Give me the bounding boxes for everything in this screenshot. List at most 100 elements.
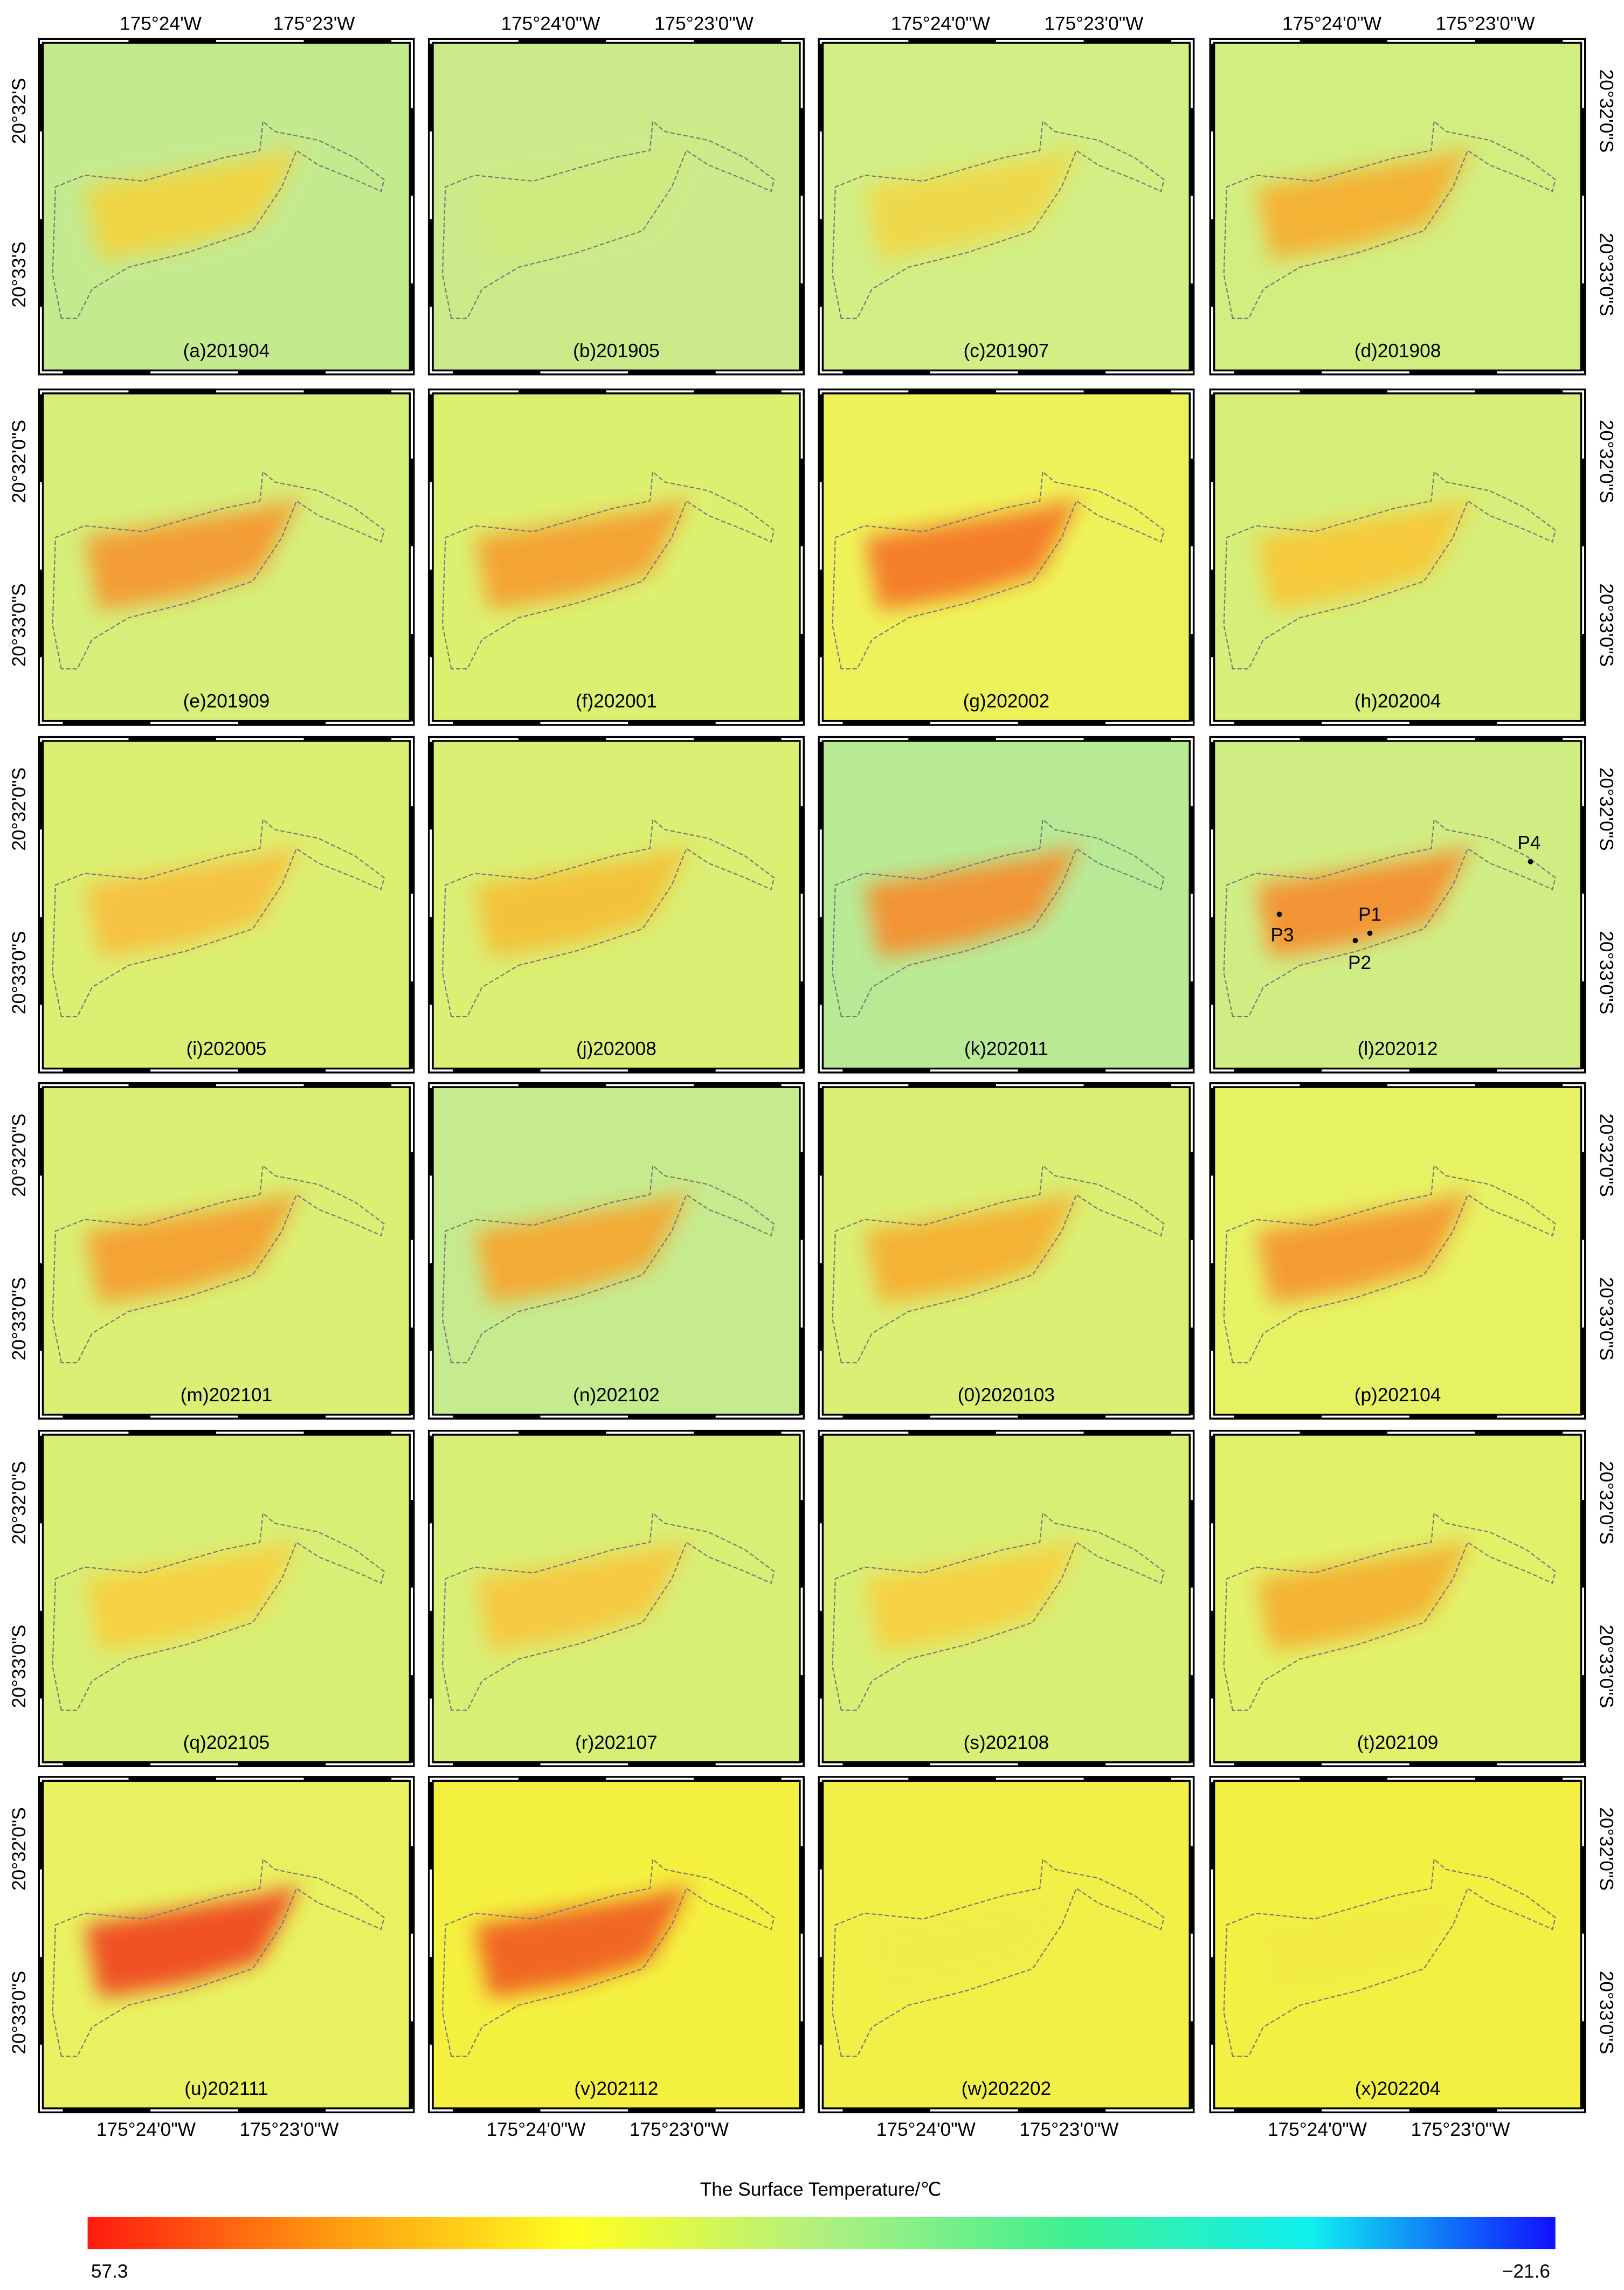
top-axis-label: 175°23'0"W <box>654 13 754 34</box>
panel-label: (a)201904 <box>183 340 270 361</box>
left-axis-label: 20°33'0"S <box>9 1277 30 1361</box>
bottom-axis-label: 175°23'0"W <box>1019 2119 1119 2140</box>
heat-area <box>85 1190 301 1304</box>
island-outline <box>1223 120 1556 319</box>
island-outline <box>1223 471 1556 670</box>
map-frame-inner <box>1211 738 1585 1072</box>
heat-layer <box>474 496 691 611</box>
left-axis-label: 20°33'S <box>9 241 30 308</box>
panel-label: (t)202109 <box>1357 1732 1439 1753</box>
heat-area <box>865 146 1081 260</box>
heat-layer <box>865 496 1081 611</box>
heat-layer <box>85 496 301 611</box>
heat-area <box>474 496 691 611</box>
left-axis-label: 20°33'0"S <box>9 931 30 1014</box>
right-axis-label: 20°32'0"S <box>1595 1461 1616 1545</box>
sample-point-label: P2 <box>1348 952 1371 973</box>
heat-layer <box>1256 844 1473 958</box>
heat-area <box>474 1190 691 1304</box>
panel-label: (v)202112 <box>574 2078 658 2099</box>
map-panel: (n)202102 <box>427 1082 805 1420</box>
map-panel: (j)202008 <box>427 736 805 1074</box>
sample-point-label: P4 <box>1517 833 1540 854</box>
left-axis-label: 20°32'0"S <box>9 1461 30 1545</box>
left-axis-label: 20°32'0"S <box>9 1807 30 1891</box>
map-frame-inner <box>39 39 413 373</box>
top-axis-label: 175°23'0"W <box>1436 13 1536 34</box>
island-outline <box>441 1858 775 2057</box>
island-outline <box>832 1512 1165 1711</box>
left-axis-label: 20°32'0"S <box>9 767 30 851</box>
panel-label: (r)202107 <box>575 1732 658 1753</box>
map-panel: (r)202107 <box>427 1429 805 1767</box>
heat-layer <box>85 1190 301 1304</box>
colorbar-max: −21.6 <box>1502 2261 1550 2282</box>
map-frame-inner <box>1211 1777 1585 2112</box>
heat-layer <box>474 146 691 260</box>
island-outline <box>1223 1858 1556 2057</box>
sample-point <box>1367 930 1373 936</box>
heat-area <box>474 146 691 260</box>
island-outline <box>52 120 385 319</box>
bottom-axis-label: 175°24'0"W <box>1268 2119 1367 2140</box>
map-frame-inner <box>430 39 803 373</box>
right-axis-label: 20°33'0"S <box>1595 583 1616 667</box>
island-outline <box>832 471 1165 670</box>
map-frame-inner <box>1211 390 1585 724</box>
island-outline <box>441 1512 775 1711</box>
panel-label: (0)2020103 <box>958 1385 1055 1406</box>
panel-label: (k)202011 <box>964 1039 1048 1060</box>
map-panel: (l)202012 <box>1209 736 1586 1074</box>
heat-layer <box>85 1884 301 1998</box>
bottom-axis-label: 175°23'0"W <box>630 2119 729 2140</box>
sample-point <box>1352 938 1358 944</box>
heat-area <box>865 844 1081 958</box>
heat-area <box>85 1884 301 1998</box>
map-frame-inner <box>39 1777 413 2112</box>
island-outline <box>52 818 385 1018</box>
map-panel: (d)201908 <box>1209 38 1586 376</box>
sample-point-label: P3 <box>1270 924 1294 945</box>
heat-layer <box>1256 1190 1473 1304</box>
right-axis-label: 20°32'0"S <box>1595 70 1616 153</box>
right-axis-label: 20°32'0"S <box>1595 420 1616 503</box>
map-panel: (t)202109 <box>1209 1429 1586 1767</box>
left-axis-label: 20°33'0"S <box>9 1625 30 1708</box>
top-axis-label: 175°24'0"W <box>501 13 600 34</box>
right-axis-label: 20°32'0"S <box>1595 1807 1616 1891</box>
heat-layer <box>85 844 301 958</box>
panel-label: (q)202105 <box>183 1732 270 1753</box>
map-panel: (x)202204 <box>1209 1776 1586 2114</box>
heat-area <box>865 1884 1081 1998</box>
panel-label: (w)202202 <box>962 2078 1051 2099</box>
map-panel: (v)202112 <box>427 1776 805 2114</box>
right-axis-label: 20°33'0"S <box>1595 1625 1616 1708</box>
heat-layer <box>474 844 691 958</box>
island-outline <box>52 471 385 670</box>
heat-layer <box>865 844 1081 958</box>
map-frame-inner <box>39 738 413 1072</box>
top-axis-label: 175°23'0"W <box>1044 13 1144 34</box>
panel-label: (s)202108 <box>964 1732 1049 1753</box>
map-frame-inner <box>39 390 413 724</box>
map-panel: (i)202005 <box>38 736 415 1074</box>
island-outline <box>441 471 775 670</box>
heat-area <box>865 496 1081 611</box>
colorbar <box>87 2217 1556 2250</box>
heat-layer <box>865 1190 1081 1304</box>
heat-area <box>1256 496 1473 611</box>
heat-area <box>1256 1538 1473 1652</box>
map-panel: (g)202002 <box>818 388 1195 726</box>
heat-area <box>1256 146 1473 260</box>
map-frame-inner <box>819 738 1193 1072</box>
map-panel: (b)201905 <box>427 38 805 376</box>
map-panel: (p)202104 <box>1209 1082 1586 1420</box>
island-outline <box>441 120 775 319</box>
panel-label: (x)202204 <box>1355 2078 1441 2099</box>
panel-label: (d)201908 <box>1355 340 1441 361</box>
colorbar-title: The Surface Temperature/℃ <box>700 2179 942 2200</box>
right-axis-label: 20°33'0"S <box>1595 233 1616 316</box>
map-frame-inner <box>1211 1431 1585 1766</box>
heat-area <box>85 844 301 958</box>
island-outline <box>441 818 775 1018</box>
